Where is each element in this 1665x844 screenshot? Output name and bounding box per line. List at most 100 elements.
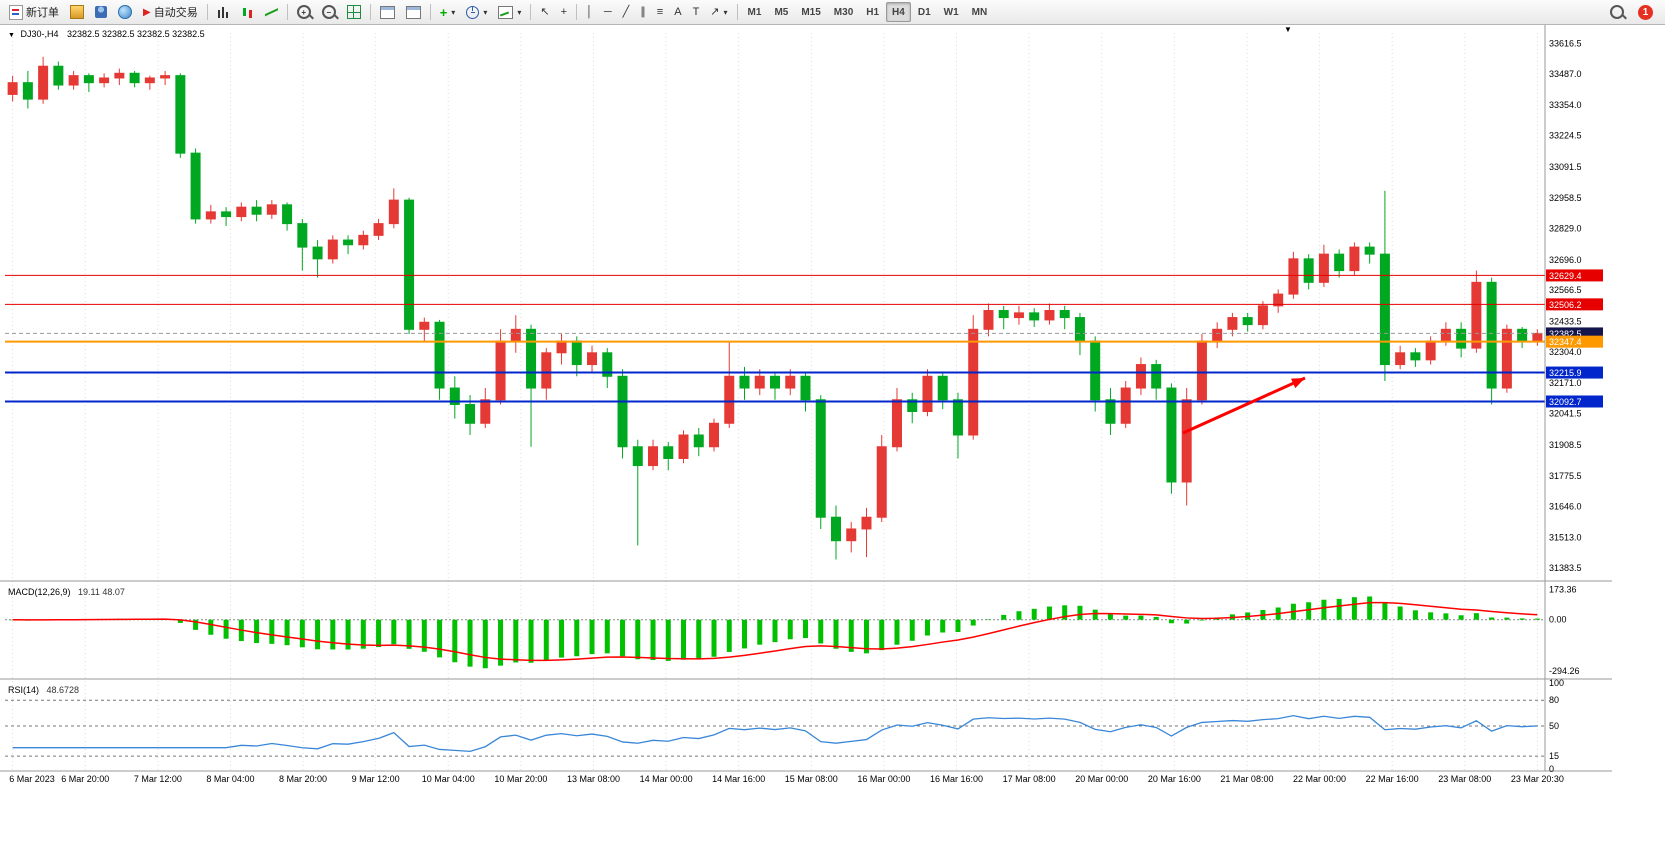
svg-text:31908.5: 31908.5: [1549, 440, 1582, 450]
svg-text:31775.5: 31775.5: [1549, 471, 1582, 481]
svg-text:33487.0: 33487.0: [1549, 69, 1582, 79]
svg-text:10 Mar 20:00: 10 Mar 20:00: [494, 774, 547, 784]
data-window-button[interactable]: [90, 2, 112, 22]
trendline-button[interactable]: ╱: [618, 2, 635, 22]
zoom-out-button[interactable]: −: [317, 2, 341, 22]
timeframe-m1-button[interactable]: M1: [742, 2, 768, 22]
bar-chart-icon: [216, 5, 230, 19]
svg-text:33224.5: 33224.5: [1549, 131, 1582, 141]
search-icon: [1610, 5, 1624, 19]
tile-windows-button[interactable]: [342, 2, 366, 22]
template-button[interactable]: ▾: [493, 2, 526, 22]
timeframe-m30-button[interactable]: M30: [828, 2, 859, 22]
svg-text:13 Mar 08:00: 13 Mar 08:00: [567, 774, 620, 784]
label-tool-icon: T: [692, 5, 700, 18]
timeframe-h4-button[interactable]: H4: [886, 2, 911, 22]
svg-text:32629.4: 32629.4: [1549, 271, 1582, 281]
svg-text:100: 100: [1549, 678, 1564, 688]
svg-text:22 Mar 16:00: 22 Mar 16:00: [1366, 774, 1419, 784]
timeframe-m15-button[interactable]: M15: [795, 2, 826, 22]
svg-text:16 Mar 00:00: 16 Mar 00:00: [857, 774, 910, 784]
svg-text:32696.0: 32696.0: [1549, 255, 1582, 265]
svg-text:9 Mar 12:00: 9 Mar 12:00: [352, 774, 400, 784]
bar-chart-button[interactable]: [212, 2, 235, 22]
svg-text:31383.5: 31383.5: [1549, 563, 1582, 573]
text-tool-button[interactable]: A: [669, 2, 686, 22]
panel-borders: [0, 25, 1612, 772]
channel-icon: ∥: [640, 5, 646, 18]
svg-text:33354.0: 33354.0: [1549, 100, 1582, 110]
line-chart-button[interactable]: [260, 2, 283, 22]
timeframe-w1-button[interactable]: W1: [938, 2, 965, 22]
globe-icon: [118, 5, 132, 19]
horizontal-line-button[interactable]: ─: [599, 2, 617, 22]
timeframe-m5-button[interactable]: M5: [768, 2, 794, 22]
candlestick-chart-button[interactable]: [236, 2, 259, 22]
chevron-down-icon: ▾: [723, 7, 728, 17]
svg-text:32304.0: 32304.0: [1549, 347, 1582, 357]
crosshair-icon: +: [560, 5, 567, 18]
svg-text:7 Mar 12:00: 7 Mar 12:00: [134, 774, 182, 784]
horizontal-line-icon: ─: [603, 5, 612, 18]
market-watch-icon: [70, 5, 84, 19]
new-order-button[interactable]: 新订单: [4, 2, 64, 22]
toolbar-separator: [736, 4, 738, 20]
chart-area[interactable]: 6 Mar 2023 6 Mar 20:00 7 Mar 12:00 8 Mar 04…: [0, 25, 1665, 844]
auto-trading-button[interactable]: ▶ 自动交易: [138, 2, 203, 22]
chevron-down-icon: ▾: [517, 7, 522, 17]
search-button[interactable]: [1605, 2, 1629, 22]
fibonacci-button[interactable]: ≡: [652, 2, 668, 22]
svg-text:15: 15: [1549, 751, 1559, 761]
rsi-panel: 100 80 50 15 0: [5, 678, 1564, 774]
toolbar-separator: [429, 4, 431, 20]
shapes-button[interactable]: ↗ ▾: [705, 2, 732, 22]
toolbar: 新订单 ▶ 自动交易 + − + ▾ ▾: [0, 0, 1665, 25]
arrow-annotation[interactable]: [1182, 376, 1306, 435]
add-indicator-button[interactable]: + ▾: [435, 2, 461, 22]
label-tool-button[interactable]: T: [688, 2, 705, 22]
channel-button[interactable]: ∥: [635, 2, 651, 22]
add-indicator-icon: +: [439, 4, 448, 20]
price-axis-labels[interactable]: 33616.5 33487.0 33354.0 33224.5 33091.5 32958…: [1549, 39, 1582, 574]
toolbar-separator: [369, 4, 371, 20]
cursor-icon: ↖: [540, 5, 550, 18]
candlestick-icon: [240, 5, 254, 19]
vertical-line-icon: │: [586, 5, 593, 18]
svg-text:32041.5: 32041.5: [1549, 409, 1582, 419]
svg-text:173.36: 173.36: [1549, 585, 1577, 595]
vertical-line-button[interactable]: │: [581, 2, 598, 22]
auto-trading-icon: ▶: [143, 6, 151, 18]
market-watch-button[interactable]: [65, 2, 89, 22]
time-axis-labels[interactable]: 6 Mar 2023 6 Mar 20:00 7 Mar 12:00 8 Mar 04…: [9, 774, 1564, 784]
timeframe-d1-button[interactable]: D1: [912, 2, 937, 22]
toolbar-separator: [530, 4, 532, 20]
svg-text:32506.2: 32506.2: [1549, 300, 1582, 310]
svg-text:14 Mar 16:00: 14 Mar 16:00: [712, 774, 765, 784]
timeframe-h1-button[interactable]: H1: [860, 2, 885, 22]
svg-text:22 Mar 00:00: 22 Mar 00:00: [1293, 774, 1346, 784]
cascade-windows-button[interactable]: [401, 2, 426, 22]
arrange-windows-icon: [379, 5, 395, 19]
chevron-down-icon: ▾: [483, 7, 488, 17]
zoom-in-icon: +: [296, 5, 311, 19]
notification-badge[interactable]: 1: [1638, 4, 1653, 20]
crosshair-button[interactable]: +: [556, 2, 572, 22]
chart-canvas[interactable]: 6 Mar 2023 6 Mar 20:00 7 Mar 12:00 8 Mar 04…: [0, 25, 1665, 844]
svg-text:33616.5: 33616.5: [1549, 39, 1582, 49]
timeframe-mn-button[interactable]: MN: [966, 2, 994, 22]
zoom-in-button[interactable]: +: [292, 2, 316, 22]
toolbar-separator: [576, 4, 577, 20]
cursor-button[interactable]: ↖: [535, 2, 554, 22]
terminal-button[interactable]: [113, 2, 137, 22]
period-selector-button[interactable]: ▾: [461, 2, 492, 22]
arrange-windows-button[interactable]: [375, 2, 400, 22]
svg-text:32215.9: 32215.9: [1549, 368, 1582, 378]
auto-trading-label: 自动交易: [153, 7, 198, 19]
svg-text:32171.0: 32171.0: [1549, 378, 1582, 388]
fibonacci-icon: ≡: [656, 5, 664, 18]
svg-text:33091.5: 33091.5: [1549, 162, 1582, 172]
zoom-out-icon: −: [321, 5, 336, 19]
svg-text:32958.5: 32958.5: [1549, 193, 1582, 203]
svg-text:32433.5: 32433.5: [1549, 316, 1582, 326]
